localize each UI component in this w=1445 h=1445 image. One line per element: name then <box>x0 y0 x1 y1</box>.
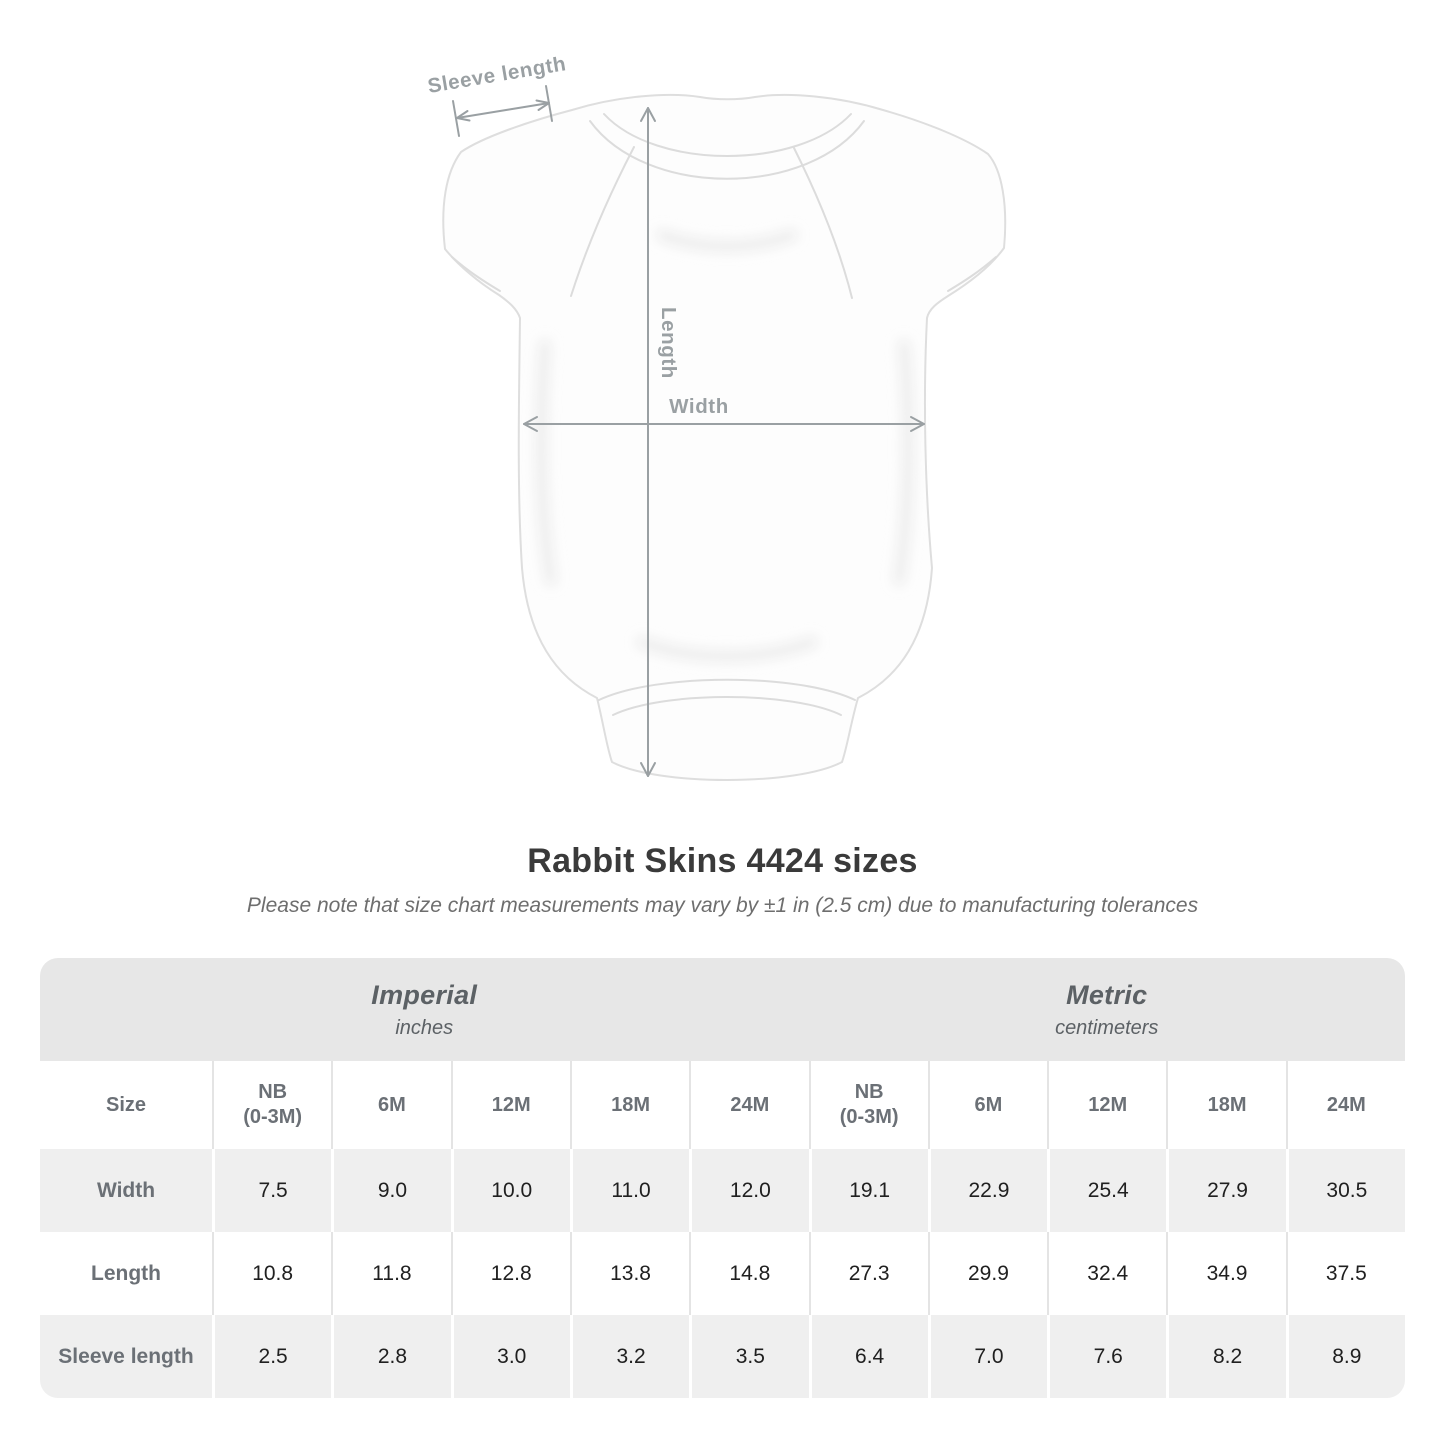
column-header: NB (0-3M) <box>212 1061 331 1149</box>
size-value-cell: 22.9 <box>927 1149 1048 1232</box>
column-header-size: Size <box>105 1093 147 1116</box>
size-value-cell: 12.8 <box>450 1232 570 1315</box>
table-row-width: Width 7.5 9.0 10.0 11.0 12.0 19.1 22.9 2… <box>40 1149 1405 1232</box>
size-value-cell: 10.0 <box>450 1149 570 1232</box>
column-header: 18M <box>1166 1061 1285 1149</box>
imperial-unit-label: inches <box>395 1016 454 1039</box>
tolerance-note: Please note that size chart measurements… <box>246 894 1199 917</box>
size-value-cell: 29.9 <box>927 1232 1047 1315</box>
width-label: Width <box>669 395 729 418</box>
row-label: Width <box>40 1149 212 1232</box>
size-value-cell: 6.4 <box>808 1315 928 1398</box>
size-value-cell: 2.5 <box>212 1315 332 1398</box>
column-header: 12M <box>450 1061 570 1149</box>
column-header: 12M <box>1047 1061 1166 1149</box>
size-diagram: Sleeve length Length Width <box>426 52 1007 781</box>
size-value-cell: 25.4 <box>1047 1149 1167 1232</box>
column-header: NB (0-3M) <box>808 1061 928 1149</box>
size-value-cell: 10.8 <box>212 1232 331 1315</box>
size-value-cell: 27.9 <box>1166 1149 1286 1232</box>
size-value-cell: 19.1 <box>808 1149 928 1232</box>
metric-group-header: Metric centimeters <box>809 958 1406 1061</box>
size-value-cell: 3.2 <box>569 1315 690 1398</box>
width-measure-line <box>523 416 925 432</box>
column-header-row: Size NB (0-3M) 6M 12M 18M 24M NB (0-3M) … <box>40 1061 1405 1149</box>
size-value-cell: 9.0 <box>331 1149 451 1232</box>
size-value-cell: 27.3 <box>808 1232 928 1315</box>
size-value-cell: 11.8 <box>331 1232 450 1315</box>
size-value-cell: 2.8 <box>331 1315 451 1398</box>
column-header: 6M <box>331 1061 450 1149</box>
size-value-cell: 8.2 <box>1166 1315 1286 1398</box>
size-value-cell: 34.9 <box>1166 1232 1285 1315</box>
column-header: 18M <box>569 1061 689 1149</box>
page-title: Rabbit Skins 4424 sizes <box>527 842 918 880</box>
size-value-cell: 3.5 <box>689 1315 809 1398</box>
bodysuit-outline <box>442 93 1007 781</box>
length-label: Length <box>657 307 680 379</box>
size-value-cell: 11.0 <box>569 1149 690 1232</box>
size-value-cell: 13.8 <box>569 1232 689 1315</box>
row-label: Length <box>91 1261 161 1285</box>
metric-unit-label: centimeters <box>1055 1016 1159 1039</box>
size-value-cell: 12.0 <box>689 1149 809 1232</box>
size-value-cell: 37.5 <box>1285 1232 1405 1315</box>
table-row-length: Length 10.8 11.8 12.8 13.8 14.8 27.3 29.… <box>40 1232 1405 1315</box>
metric-label: Metric <box>1066 979 1148 1010</box>
column-header: 6M <box>927 1061 1047 1149</box>
bodysuit-seams <box>451 113 997 716</box>
imperial-label: Imperial <box>371 979 478 1010</box>
size-value-cell: 32.4 <box>1047 1232 1166 1315</box>
size-table: Imperial inches Metric centimeters Size … <box>40 958 1405 1398</box>
size-value-cell: 14.8 <box>689 1232 808 1315</box>
imperial-group-header: Imperial inches <box>40 958 809 1061</box>
size-value-cell: 7.5 <box>212 1149 332 1232</box>
size-value-cell: 7.6 <box>1047 1315 1167 1398</box>
size-value-cell: 3.0 <box>450 1315 570 1398</box>
column-header: 24M <box>689 1061 808 1149</box>
row-label: Sleeve length <box>40 1315 212 1398</box>
column-header: 24M <box>1285 1061 1405 1149</box>
table-row-sleeve-length: Sleeve length 2.5 2.8 3.0 3.2 3.5 6.4 7.… <box>40 1315 1405 1398</box>
size-value-cell: 30.5 <box>1285 1149 1405 1232</box>
sleeve-measure-line <box>452 85 553 137</box>
size-value-cell: 8.9 <box>1285 1315 1405 1398</box>
unit-group-header-row: Imperial inches Metric centimeters <box>40 958 1405 1061</box>
fabric-shading <box>535 229 915 663</box>
length-measure-line <box>640 107 656 777</box>
size-value-cell: 7.0 <box>927 1315 1048 1398</box>
